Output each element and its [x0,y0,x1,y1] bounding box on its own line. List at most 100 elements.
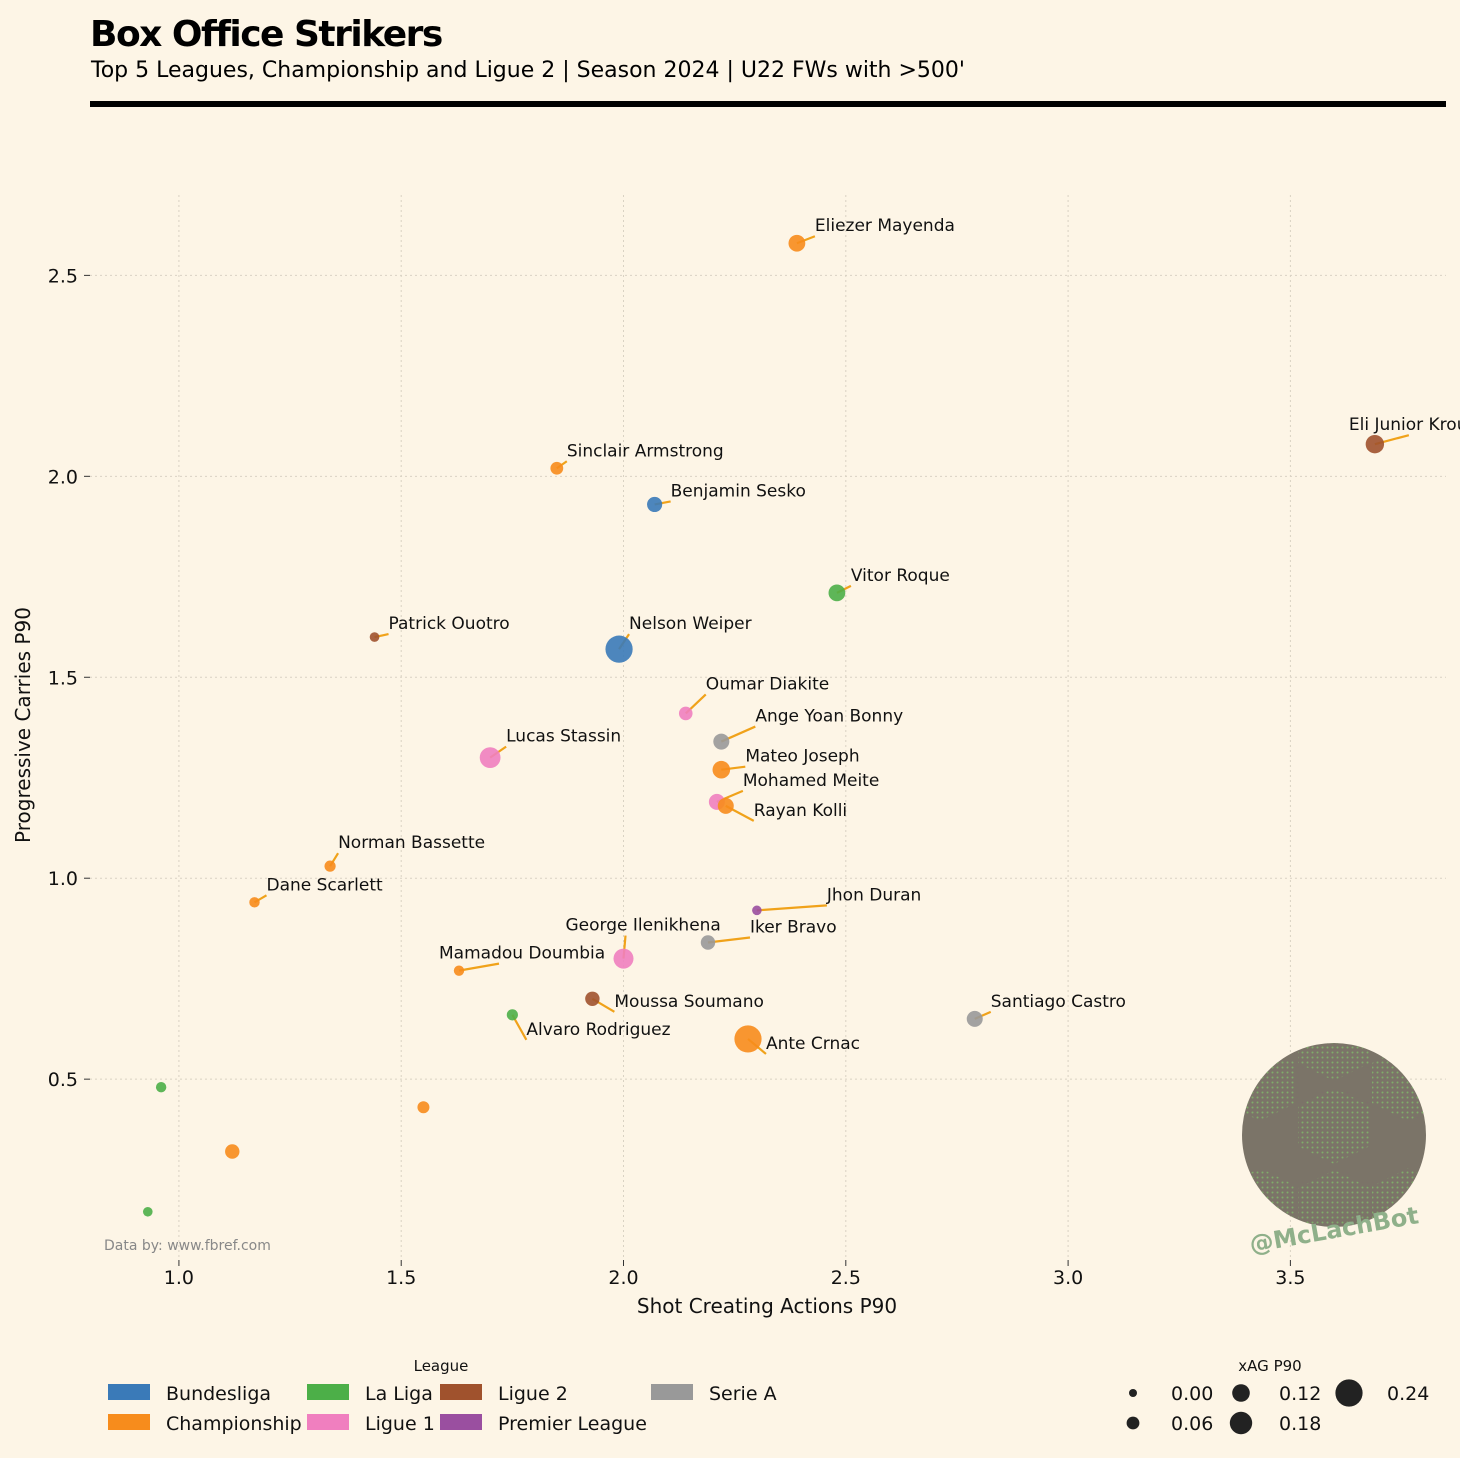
point-label: Mamadou Doumbia [439,944,605,964]
point-label: Eliezer Mayenda [815,216,955,236]
legend-title-league: League [414,1357,469,1375]
point-label: Nelson Weiper [629,614,752,634]
scatter-point [324,860,336,872]
legend-label: Bundesliga [166,1383,271,1405]
legend-label: Ligue 2 [498,1383,568,1405]
point-label: Jhon Duran [826,885,921,905]
x-tick-label: 3.5 [1275,1267,1305,1289]
legend-size-label: 0.24 [1387,1383,1429,1405]
point-labels: Eliezer Mayenda Eli Junior Kroupi Sinclair… [266,216,1460,1054]
scatter-point [678,706,693,721]
legend-label: Serie A [709,1383,777,1405]
point-label: Moussa Soumano [614,992,764,1012]
point-label: Ante Crnac [766,1034,860,1054]
y-tick-label: 0.5 [48,1069,78,1091]
point-label: Lucas Stassin [506,727,621,747]
scatter-point [717,797,734,814]
legend-label: Premier League [498,1413,647,1435]
scatter-point [828,584,846,602]
scatter-point [713,733,730,750]
scatter-point [734,1025,762,1053]
scatter-point [1365,434,1385,454]
scatter-point [550,461,564,475]
label-connector [756,904,827,912]
scatter-point [142,1206,153,1217]
legend-swatch [307,1384,349,1400]
legend-size-marker [1126,1416,1140,1430]
scatter-point [585,991,600,1006]
point-label: Mohamed Meite [743,771,879,791]
label-connector [458,962,500,972]
point-label: Benjamin Sesko [671,481,806,501]
y-axis-label: Progressive Carries P90 [11,607,35,843]
point-label: Iker Bravo [750,918,837,938]
data-points [142,234,1385,1217]
legend-swatch [651,1384,693,1400]
x-tick-label: 1.0 [164,1267,194,1289]
title-divider [90,101,1446,107]
legend-size-marker [1335,1379,1363,1407]
legend-swatch [108,1414,150,1430]
legend-swatch [307,1414,349,1430]
grid [90,195,1446,1260]
legend-size-marker [1229,1411,1253,1435]
scatter-point [966,1010,983,1027]
x-axis-label: Shot Creating Actions P90 [637,1294,897,1318]
y-tick-label: 2.5 [48,265,78,287]
legend-label: Ligue 1 [365,1413,435,1435]
y-tick-label: 1.0 [48,868,78,890]
legend-size-marker [1232,1384,1250,1402]
legend-swatch [440,1384,482,1400]
legend-size-label: 0.00 [1171,1383,1213,1405]
x-tick-label: 2.0 [608,1267,638,1289]
x-tick-label: 1.5 [386,1267,416,1289]
scatter-point [225,1144,240,1159]
y-tick-label: 1.5 [48,667,78,689]
scatter-point [700,935,716,950]
legend-swatch [440,1414,482,1430]
x-tick-label: 2.5 [831,1267,861,1289]
scatter-point [417,1101,430,1114]
mclachbot-logo: @McLachBot [1242,1043,1426,1259]
scatter-point [453,965,465,976]
scatter-point [479,747,501,769]
x-tick-label: 3.0 [1053,1267,1083,1289]
scatter-point [788,234,806,252]
legend-label: Championship [166,1413,302,1435]
point-label: Oumar Diakite [706,674,829,694]
scatter-point [605,635,633,663]
point-label: Ange Yoan Bonny [755,707,903,727]
legend-size-marker [1129,1389,1137,1397]
data-credit: Data by: www.fbref.com [104,1238,271,1254]
y-tick-label: 2.0 [48,466,78,488]
scatter-point [506,1009,518,1021]
point-label: Rayan Kolli [754,801,847,821]
scatter-point [369,632,380,642]
point-label: Santiago Castro [991,992,1126,1012]
point-label: Norman Bassette [338,833,485,853]
legend-title-size: xAG P90 [1238,1357,1301,1375]
point-label: George Ilenikhena [566,916,721,936]
point-label: Alvaro Rodriguez [526,1020,670,1040]
legend: League Bundesliga Championship La Liga Ligu… [108,1357,1429,1435]
legend-size-label: 0.12 [1279,1383,1321,1405]
legend-size-label: 0.18 [1279,1413,1321,1435]
legend-label: La Liga [365,1383,433,1405]
point-label: Vitor Roque [851,566,950,586]
scatter-point [752,905,762,916]
axis-ticks: 1.0 1.5 2.0 2.5 3.0 3.5 0.5 1.0 1.5 2.0 2.5 [48,265,1306,1289]
chart-title: Box Office Strikers [90,14,443,55]
point-label: Mateo Joseph [745,747,859,767]
point-label: Dane Scarlett [266,875,383,895]
scatter-point [712,760,731,779]
point-label: Sinclair Armstrong [567,441,724,461]
legend-size-label: 0.06 [1171,1413,1213,1435]
scatter-point [647,496,663,513]
legend-swatch [108,1384,150,1400]
point-label: Eli Junior Kroupi [1349,415,1460,435]
scatter-point [155,1081,167,1093]
point-label: Patrick Ouotro [389,614,510,634]
scatter-point [613,948,634,969]
